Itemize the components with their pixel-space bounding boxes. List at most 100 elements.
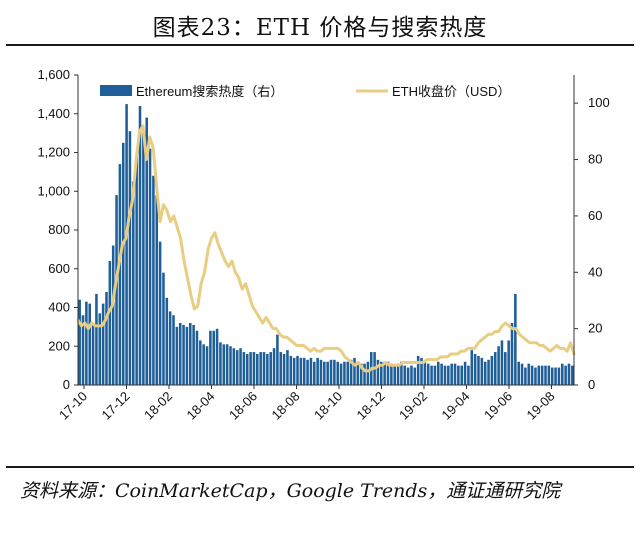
bar xyxy=(524,367,527,385)
bar xyxy=(571,365,574,386)
bar xyxy=(329,359,333,385)
bar xyxy=(279,352,283,385)
bar xyxy=(443,365,447,386)
bar xyxy=(168,311,172,386)
bar xyxy=(534,367,537,385)
bar xyxy=(437,361,440,385)
x-tick-label: 17-12 xyxy=(99,389,133,423)
bar xyxy=(296,355,299,385)
bar xyxy=(326,361,329,385)
bar xyxy=(467,365,470,386)
bar xyxy=(473,354,477,385)
bar xyxy=(527,363,531,385)
bar xyxy=(410,365,413,386)
bar xyxy=(158,241,162,386)
right-tick-label: 100 xyxy=(588,95,610,110)
bar xyxy=(219,342,222,386)
bar xyxy=(313,361,316,385)
bar xyxy=(215,328,219,385)
bar xyxy=(155,195,159,386)
bar xyxy=(349,359,353,385)
x-tick-label: 18-08 xyxy=(269,389,303,423)
bar xyxy=(302,357,306,386)
bar xyxy=(517,361,520,385)
left-tick-label: 1,000 xyxy=(37,183,70,198)
bar xyxy=(276,334,279,386)
bar xyxy=(111,245,115,385)
title-rule xyxy=(6,44,634,46)
bar xyxy=(209,330,212,385)
bar xyxy=(88,303,92,386)
bar xyxy=(262,352,266,385)
left-tick-label: 600 xyxy=(48,261,70,276)
bar xyxy=(430,365,433,386)
bar xyxy=(98,313,102,385)
bar xyxy=(550,367,554,385)
bar xyxy=(390,363,393,385)
left-tick-label: 1,400 xyxy=(37,106,70,121)
left-tick-label: 200 xyxy=(48,338,70,353)
source-note: 资料来源：CoinMarketCap，Google Trends，通证通研究院 xyxy=(20,480,561,502)
bar xyxy=(249,352,252,385)
bar xyxy=(202,344,205,385)
bar xyxy=(530,365,534,386)
bar xyxy=(477,355,480,385)
bar xyxy=(567,363,571,385)
bar xyxy=(205,346,209,385)
bar xyxy=(95,293,98,385)
bar xyxy=(286,350,289,386)
bar xyxy=(306,359,309,385)
left-tick-label: 1,600 xyxy=(37,67,70,82)
bar xyxy=(423,361,427,385)
bar xyxy=(229,346,232,385)
bar xyxy=(256,354,259,385)
bar xyxy=(497,346,500,385)
bar xyxy=(493,352,497,385)
bar xyxy=(346,361,350,385)
bar xyxy=(115,195,118,386)
right-tick-label: 20 xyxy=(588,321,602,336)
bar xyxy=(85,301,88,385)
price-line xyxy=(76,124,576,373)
bar xyxy=(145,117,148,386)
bar xyxy=(91,323,95,385)
bar xyxy=(400,361,403,385)
x-tick-label: 19-04 xyxy=(439,389,473,423)
bar xyxy=(353,357,356,386)
bar xyxy=(487,359,490,385)
bar xyxy=(192,324,195,385)
legend: Ethereum搜索热度（右） ETH收盘价（USD） xyxy=(100,84,510,99)
bar xyxy=(366,361,370,385)
bar xyxy=(557,367,561,385)
left-tick-label: 800 xyxy=(48,222,70,237)
bar xyxy=(259,352,262,385)
source-rule xyxy=(6,466,634,468)
bar xyxy=(363,363,366,385)
bar xyxy=(132,181,135,385)
x-tick-label: 18-12 xyxy=(354,389,388,423)
bar xyxy=(142,133,145,386)
bar xyxy=(470,350,474,386)
bar xyxy=(212,330,216,385)
bar xyxy=(105,292,108,385)
bar xyxy=(564,365,567,386)
right-tick-label: 40 xyxy=(588,264,602,279)
bar xyxy=(323,361,326,385)
bar xyxy=(269,352,272,385)
bar xyxy=(195,330,199,385)
bar xyxy=(413,367,417,385)
bar xyxy=(547,365,551,386)
bar xyxy=(504,352,507,385)
bar xyxy=(393,365,396,386)
bar xyxy=(189,323,192,385)
bar xyxy=(544,365,547,386)
bar xyxy=(292,357,296,386)
bar xyxy=(440,363,443,385)
bar xyxy=(182,324,185,385)
bar xyxy=(235,350,239,386)
bar-series-layer xyxy=(78,104,574,386)
bar xyxy=(81,315,85,385)
bar xyxy=(225,344,229,385)
bar xyxy=(118,164,122,386)
bar xyxy=(242,352,246,385)
